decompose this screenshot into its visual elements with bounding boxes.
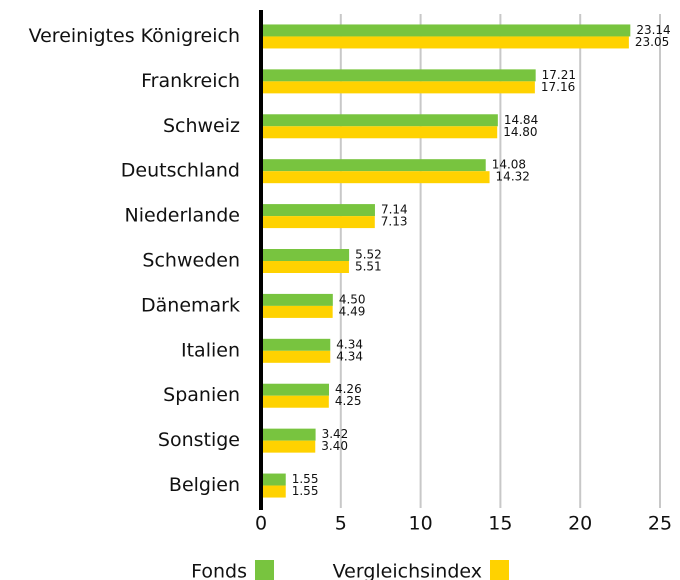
value-label: 3.40 — [321, 439, 348, 453]
legend-label: Vergleichsindex — [333, 561, 482, 580]
value-label: 17.21 — [542, 68, 576, 82]
value-label: 14.08 — [492, 158, 526, 172]
value-label: 1.55 — [292, 484, 319, 498]
value-label: 14.80 — [503, 125, 537, 139]
bar — [261, 126, 498, 139]
bar — [261, 395, 329, 408]
value-label: 7.13 — [381, 215, 408, 229]
y-tick-label: Schweiz — [163, 115, 240, 137]
bar — [261, 428, 316, 441]
bar — [261, 305, 333, 318]
bar — [261, 159, 486, 172]
bar — [261, 204, 375, 217]
y-tick-label: Vereinigtes Königreich — [29, 25, 240, 47]
bar — [261, 81, 535, 94]
value-label: 1.55 — [292, 472, 319, 486]
bar — [261, 249, 350, 261]
value-label: 4.49 — [339, 304, 366, 318]
value-label: 17.16 — [541, 80, 575, 94]
value-label: 4.34 — [336, 349, 363, 363]
bar — [261, 171, 490, 184]
x-tick-label: 5 — [335, 513, 347, 535]
value-label: 4.26 — [335, 382, 362, 396]
y-tick-label: Sonstige — [158, 429, 240, 451]
legend-label: Fonds — [191, 561, 247, 580]
legend-swatch — [255, 560, 274, 580]
value-label: 14.84 — [504, 113, 538, 127]
bar — [261, 24, 631, 37]
bar — [261, 114, 498, 127]
y-tick-label: Niederlande — [125, 205, 240, 227]
x-tick-label: 0 — [255, 513, 267, 535]
bar — [261, 383, 329, 396]
bar — [261, 440, 316, 453]
value-label: 3.42 — [322, 427, 349, 441]
value-label: 7.14 — [381, 203, 408, 217]
bar — [261, 473, 286, 486]
y-tick-label: Dänemark — [141, 294, 240, 316]
value-label: 23.14 — [636, 23, 670, 37]
value-label: 5.52 — [355, 248, 382, 262]
y-tick-label: Deutschland — [121, 160, 240, 182]
x-tick-label: 25 — [648, 513, 672, 535]
bar — [261, 293, 333, 306]
bar — [261, 216, 375, 229]
y-tick-label: Italien — [181, 339, 240, 361]
bar — [261, 69, 536, 82]
bar — [261, 338, 331, 351]
value-label: 14.32 — [496, 170, 530, 184]
legend-swatch — [490, 560, 509, 580]
x-tick-label: 10 — [409, 513, 433, 535]
value-label: 4.50 — [339, 292, 366, 306]
x-tick-label: 15 — [488, 513, 512, 535]
value-label: 23.05 — [635, 35, 669, 49]
bar — [261, 261, 349, 273]
value-label: 4.34 — [336, 337, 363, 351]
y-tick-label: Schweden — [142, 250, 240, 272]
value-label: 4.25 — [335, 394, 362, 408]
value-label: 5.51 — [355, 260, 382, 274]
y-tick-label: Spanien — [163, 384, 240, 406]
bar — [261, 36, 629, 49]
bar — [261, 485, 286, 498]
x-tick-label: 20 — [568, 513, 592, 535]
y-tick-label: Belgien — [169, 474, 240, 496]
bar — [261, 350, 331, 363]
y-tick-label: Frankreich — [141, 70, 240, 92]
